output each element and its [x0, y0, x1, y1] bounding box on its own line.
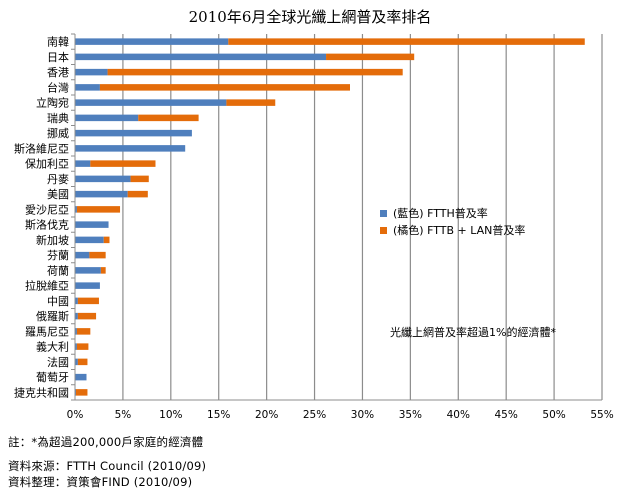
bar-fttb-lan	[100, 267, 106, 274]
chart-title: 2010年6月全球光纖上網普及率排名	[188, 8, 432, 26]
bar-fttb-lan	[77, 312, 97, 320]
bar-fttb-lan	[228, 38, 585, 45]
x-tick-label: 45%	[495, 409, 518, 421]
bar-ftth	[75, 267, 101, 274]
annotation: 光纖上網普及率超過1%的經濟體*	[390, 325, 556, 339]
bar-ftth	[75, 358, 78, 366]
bar-fttb-lan	[127, 190, 148, 198]
x-tick-label: 20%	[255, 409, 278, 421]
source-note: 資料來源：FTTH Council (2010/09)	[8, 459, 207, 473]
legend-swatch	[380, 227, 387, 234]
bar-ftth	[75, 53, 327, 61]
category-label: 斯洛維尼亞	[14, 141, 69, 155]
bar-ftth	[75, 145, 186, 152]
bar-ftth	[75, 236, 104, 244]
category-label: 香港	[47, 66, 69, 79]
category-label: 葡萄牙	[36, 371, 69, 384]
category-label: 法國	[47, 355, 69, 369]
x-tick-label: 40%	[447, 409, 470, 421]
category-label: 日本	[47, 50, 69, 64]
bar-ftth	[75, 206, 77, 213]
bar-ftth	[75, 68, 108, 76]
bar-ftth	[75, 99, 227, 106]
bar-ftth	[75, 297, 78, 305]
bar-fttb-lan	[75, 389, 88, 396]
bar-ftth	[75, 129, 192, 137]
legend-label: (橘色) FTTB + LAN普及率	[393, 223, 525, 237]
bar-ftth	[75, 175, 131, 183]
gridlines	[122, 34, 603, 400]
category-label: 中國	[47, 295, 69, 308]
category-label: 拉脫維亞	[25, 279, 69, 293]
x-tick-label: 50%	[542, 409, 565, 421]
footnote: 註：*為超過200,000戶家庭的經濟體	[8, 435, 204, 449]
bar-fttb-lan	[77, 297, 99, 305]
bar-fttb-lan	[89, 251, 106, 259]
bar-fttb-lan	[326, 53, 415, 61]
bar-ftth	[75, 251, 90, 259]
bar-ftth	[75, 282, 100, 289]
legend-label: (藍色) FTTH普及率	[393, 206, 488, 220]
category-label: 保加利亞	[25, 157, 69, 171]
bar-fttb-lan	[90, 160, 156, 167]
category-label: 芬蘭	[47, 249, 69, 262]
category-label: 愛沙尼亞	[25, 203, 69, 216]
x-tick-label: 55%	[590, 409, 613, 421]
bar-ftth	[75, 160, 91, 167]
bar-fttb-lan	[130, 175, 149, 183]
legend-swatch	[380, 210, 387, 217]
category-label: 斯洛伐克	[25, 218, 69, 232]
category-label: 南韓	[47, 36, 69, 49]
bar-ftth	[75, 343, 77, 350]
bars	[75, 38, 585, 396]
category-label: 俄羅斯	[36, 310, 69, 323]
bar-ftth	[75, 84, 100, 91]
bar-fttb-lan	[76, 206, 121, 213]
category-label: 義大利	[36, 340, 69, 354]
bar-ftth	[75, 190, 128, 198]
category-label: 荷蘭	[47, 264, 69, 277]
category-label: 丹麥	[47, 173, 69, 186]
x-tick-label: 35%	[399, 409, 422, 421]
bar-ftth	[75, 328, 77, 335]
bar-fttb-lan	[226, 99, 276, 106]
category-label: 美國	[47, 188, 69, 201]
bar-fttb-lan	[99, 84, 350, 91]
bar-fttb-lan	[77, 358, 88, 366]
x-tick-label: 0%	[67, 409, 84, 421]
category-label: 挪威	[47, 126, 69, 140]
axes	[71, 33, 602, 401]
x-tick-label: 5%	[115, 409, 132, 421]
x-tick-label: 10%	[159, 409, 182, 421]
x-tick-label: 30%	[351, 409, 374, 421]
legend: (藍色) FTTH普及率 (橘色) FTTB + LAN普及率	[380, 206, 525, 237]
category-label: 瑞典	[47, 111, 69, 125]
compiled-note: 資料整理：資策會FIND (2010/09)	[8, 475, 193, 489]
bar-fttb-lan	[76, 328, 91, 335]
bar-fttb-lan	[103, 236, 110, 244]
x-tick-label: 25%	[303, 409, 326, 421]
bar-ftth	[75, 38, 229, 45]
y-axis-labels: 南韓日本香港台灣立陶宛瑞典挪威斯洛維尼亞保加利亞丹麥美國愛沙尼亞斯洛伐克新加坡芬…	[14, 36, 69, 400]
category-label: 捷克共和國	[14, 385, 69, 399]
category-label: 新加坡	[36, 233, 69, 247]
x-tick-label: 15%	[207, 409, 230, 421]
bar-ftth	[75, 114, 139, 122]
bar-ftth	[75, 312, 78, 320]
category-label: 立陶宛	[36, 96, 69, 110]
bar-fttb-lan	[76, 343, 89, 350]
bar-ftth	[75, 373, 87, 381]
bar-fttb-lan	[107, 68, 403, 76]
category-label: 台灣	[47, 80, 69, 94]
bar-fttb-lan	[138, 114, 199, 122]
category-label: 羅馬尼亞	[25, 325, 69, 338]
bar-ftth	[75, 221, 109, 228]
x-axis-labels: 0% 5% 10% 15% 20% 25% 30% 35% 40% 45% 50% 55%	[67, 409, 614, 421]
